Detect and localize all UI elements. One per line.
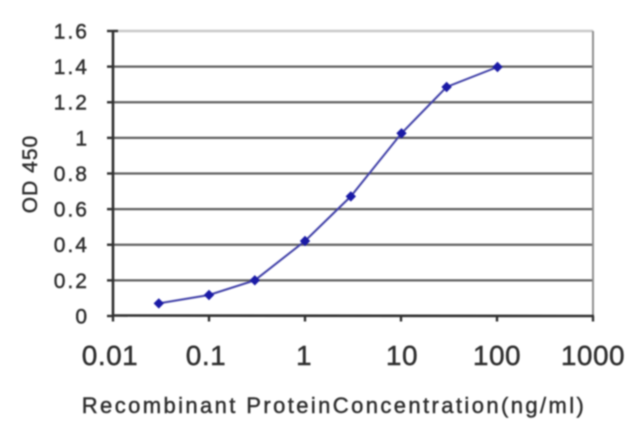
svg-text:0.6: 0.6 bbox=[54, 199, 89, 222]
svg-text:0: 0 bbox=[75, 306, 89, 329]
svg-text:10: 10 bbox=[386, 340, 418, 371]
svg-text:1.4: 1.4 bbox=[54, 56, 89, 79]
svg-text:0.4: 0.4 bbox=[54, 234, 89, 257]
svg-text:1: 1 bbox=[75, 127, 89, 150]
svg-text:1000: 1000 bbox=[561, 340, 625, 371]
svg-text:100: 100 bbox=[473, 340, 521, 371]
svg-text:OD 450: OD 450 bbox=[19, 135, 42, 213]
svg-text:0.01: 0.01 bbox=[82, 340, 139, 371]
svg-text:0.8: 0.8 bbox=[54, 163, 89, 186]
svg-text:0.2: 0.2 bbox=[54, 270, 89, 293]
svg-text:0.1: 0.1 bbox=[186, 340, 226, 371]
svg-text:1.2: 1.2 bbox=[54, 92, 89, 115]
svg-text:Recombinant ProteinConcentrati: Recombinant ProteinConcentration(ng/ml) bbox=[82, 393, 586, 418]
svg-text:1: 1 bbox=[296, 340, 312, 371]
svg-text:1.6: 1.6 bbox=[54, 21, 89, 44]
